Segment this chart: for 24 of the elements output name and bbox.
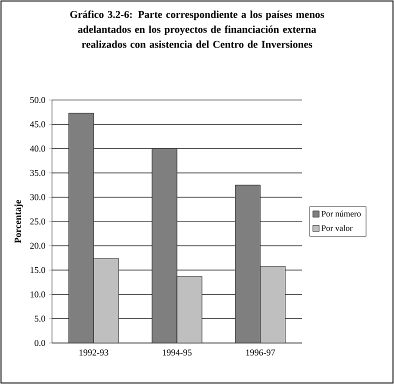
y-tick-label: 35.0	[30, 170, 46, 176]
bar	[152, 148, 178, 343]
chart-title: Gráfico 3.2-6: Parte correspondiente a los países menos adelantados en los proyectos de financiación externa realizados con asistencia del Centro de Inversiones	[70, 10, 324, 48]
y-tick-label: 30.0	[30, 194, 46, 200]
x-tick-label: 1994-95	[162, 350, 192, 356]
bar	[176, 276, 202, 343]
bar	[260, 266, 286, 343]
y-axis-title: Porcentaje	[14, 200, 23, 244]
y-tick-label: 15.0	[30, 267, 46, 274]
x-tick-label: 1996-97	[246, 350, 276, 356]
bar	[93, 258, 119, 343]
bar	[68, 112, 94, 343]
y-tick-label: 25.0	[30, 218, 46, 225]
y-tick-label: 40.0	[30, 146, 46, 152]
y-tick-label: 0.0	[34, 340, 46, 346]
legend-label: Por número	[322, 210, 361, 217]
x-tick-label: 1992-93	[80, 350, 108, 356]
bar	[235, 184, 261, 343]
y-tick-label: 5.0	[34, 316, 46, 322]
legend-label: Por valor	[322, 225, 353, 231]
y-tick-label: 10.0	[30, 291, 46, 298]
y-tick-label: 45.0	[30, 121, 46, 128]
y-tick-label: 20.0	[30, 242, 46, 249]
y-tick-label: 50.0	[30, 96, 46, 104]
